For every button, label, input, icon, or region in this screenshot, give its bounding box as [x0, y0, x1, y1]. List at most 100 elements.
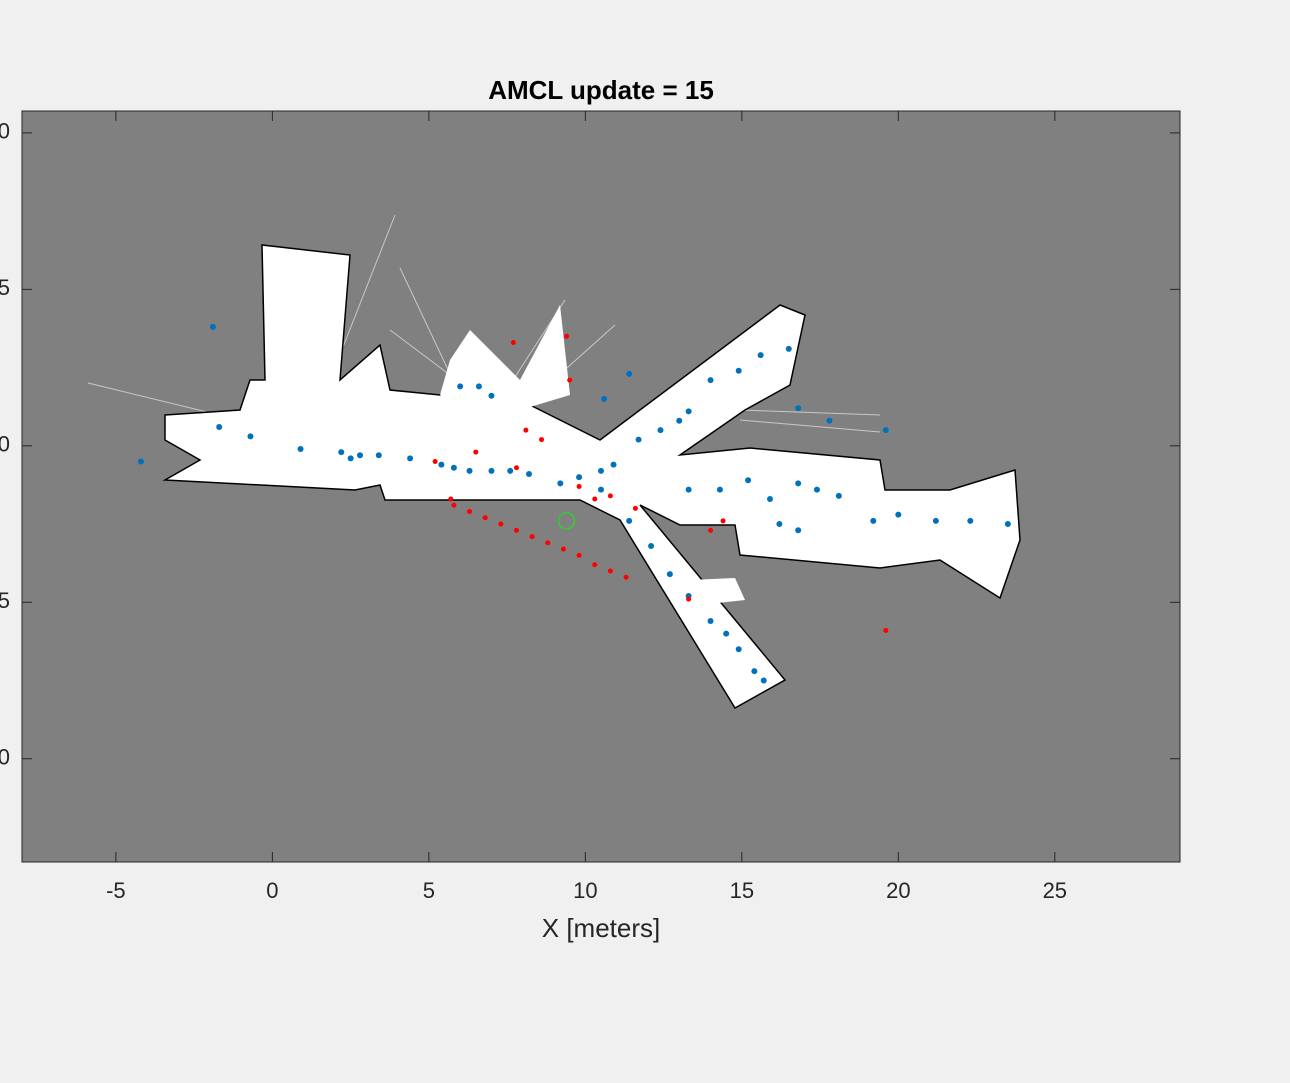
x-tick-label: 0 — [266, 878, 278, 903]
point — [735, 646, 742, 653]
point — [592, 562, 598, 568]
point — [375, 452, 382, 459]
point — [882, 427, 889, 434]
point — [347, 455, 354, 462]
point — [686, 596, 692, 602]
point — [297, 445, 304, 452]
ray — [739, 409, 881, 416]
point — [776, 521, 783, 528]
point — [708, 527, 714, 533]
point — [473, 449, 479, 455]
point — [751, 668, 758, 675]
point — [632, 505, 638, 511]
point — [601, 395, 608, 402]
point — [407, 455, 414, 462]
point — [557, 512, 576, 530]
point — [967, 517, 974, 524]
x-tick-label: 5 — [423, 878, 435, 903]
point — [685, 408, 692, 415]
point — [526, 470, 533, 477]
point — [835, 492, 842, 499]
point — [448, 496, 454, 502]
occupancy-map — [87, 214, 1021, 710]
chart-title: AMCL update = 15 — [488, 75, 714, 105]
y-tick-label: 10 — [0, 432, 10, 457]
point — [623, 574, 629, 580]
x-tick-label: 15 — [730, 878, 754, 903]
y-tick-label: 15 — [0, 275, 10, 300]
point — [450, 464, 457, 471]
free-space — [162, 244, 1021, 710]
point — [576, 484, 582, 489]
point — [626, 370, 633, 377]
point — [813, 486, 820, 493]
point — [529, 534, 535, 540]
point — [795, 405, 802, 412]
point — [438, 461, 445, 468]
point — [720, 518, 726, 524]
point — [745, 477, 752, 484]
point — [513, 527, 519, 533]
point — [785, 345, 792, 352]
point — [247, 433, 254, 440]
point — [598, 467, 604, 474]
x-tick-label: 20 — [886, 878, 910, 903]
point — [467, 509, 473, 515]
point — [475, 383, 482, 390]
point — [760, 677, 767, 684]
point — [666, 571, 673, 578]
point — [1004, 521, 1011, 528]
point — [610, 461, 617, 468]
x-tick-label: 10 — [573, 878, 597, 903]
point — [567, 377, 573, 383]
free-space — [690, 578, 745, 605]
point — [510, 340, 516, 346]
point — [676, 417, 683, 424]
point — [498, 521, 504, 527]
point — [757, 352, 764, 359]
point — [648, 542, 655, 549]
point — [716, 486, 723, 493]
point — [357, 452, 364, 459]
y-tick-label: 0 — [0, 745, 10, 770]
axes-box — [21, 110, 1181, 863]
point — [657, 427, 664, 434]
x-tick-label: -5 — [106, 878, 126, 903]
point — [932, 517, 939, 524]
y-tick-label: 5 — [0, 588, 10, 613]
point — [707, 377, 714, 384]
point — [598, 486, 604, 493]
point — [432, 458, 438, 464]
point — [513, 465, 519, 471]
y-tick-label: 20 — [0, 119, 10, 144]
point — [576, 552, 582, 558]
point — [685, 486, 692, 493]
point — [216, 424, 223, 431]
x-tick-label: 25 — [1043, 878, 1067, 903]
point — [488, 392, 495, 399]
point — [795, 527, 802, 534]
point — [523, 427, 529, 433]
point — [723, 630, 730, 637]
point — [592, 496, 598, 502]
ray — [739, 419, 881, 433]
point — [488, 467, 495, 474]
point — [735, 367, 742, 374]
point — [607, 568, 613, 574]
point — [137, 458, 144, 465]
point — [338, 449, 345, 456]
point — [795, 480, 802, 487]
point — [635, 436, 642, 443]
point — [883, 627, 889, 633]
point — [560, 546, 566, 552]
point — [466, 467, 473, 474]
point — [545, 540, 551, 546]
point — [507, 467, 514, 474]
x-axis-label: X [meters] — [542, 913, 660, 943]
point — [482, 515, 488, 521]
point — [457, 383, 464, 390]
point — [707, 618, 714, 625]
point — [576, 474, 583, 481]
point — [767, 496, 774, 503]
